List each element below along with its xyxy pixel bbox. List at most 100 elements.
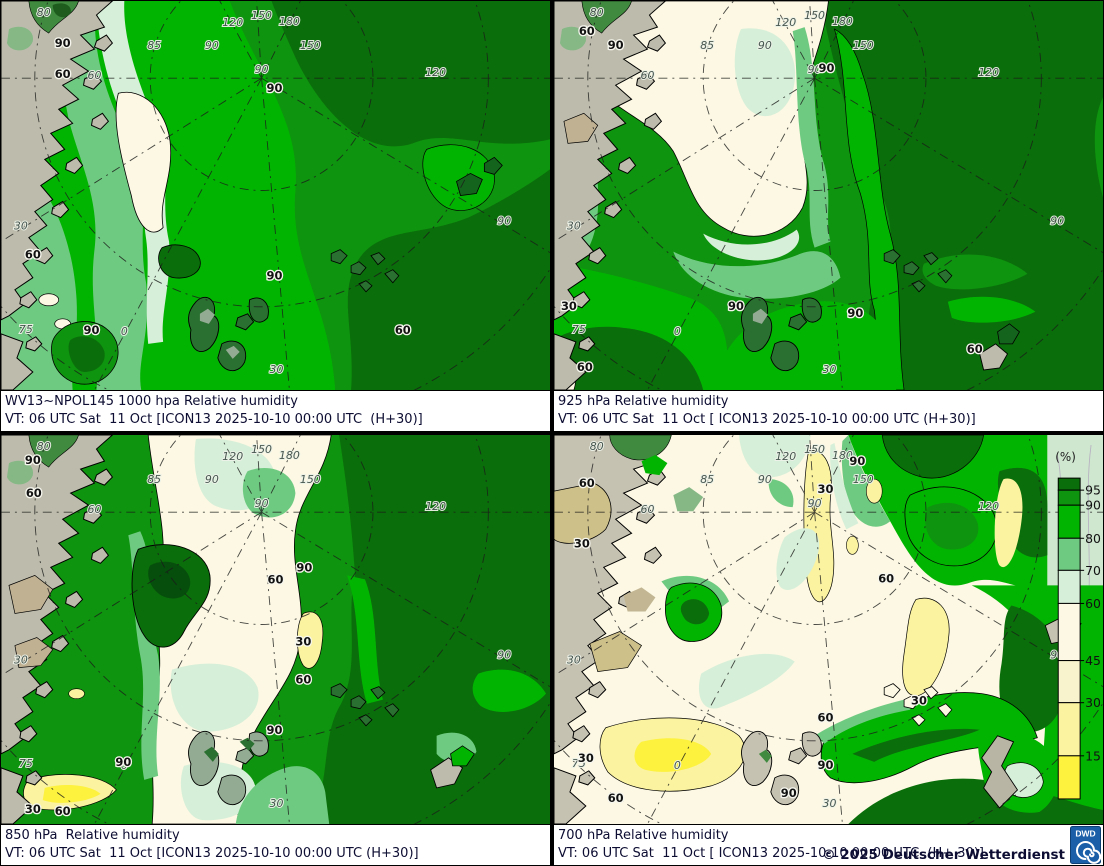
graticule-label: 75 <box>572 757 586 770</box>
graticule-label: 85 <box>147 39 161 52</box>
graticule-label: 60 <box>88 69 102 82</box>
panel-700hpa: 80 85 90 120 150 180 150 60 90 120 90 30 75 0 30 90 30 60… <box>553 434 1104 866</box>
valid-time: VT: 06 UTC Sat 11 Oct [ICON13 2025-10-10… <box>5 412 423 427</box>
graticule-label: 120 <box>978 66 999 79</box>
graticule-label: 90 <box>497 215 511 228</box>
contour-label: 60 <box>26 486 42 500</box>
graticule-label: 0 <box>674 325 681 338</box>
graticule-label: 75 <box>572 323 586 336</box>
graticule-label: 90 <box>497 649 511 662</box>
valid-time: VT: 06 UTC Sat 11 Oct [ICON13 2025-10-10… <box>5 846 419 861</box>
colorbar-segment <box>1057 537 1081 571</box>
contour-label: 90 <box>818 758 834 772</box>
graticule-label: 120 <box>978 500 999 513</box>
graticule-label: 90 <box>255 497 269 510</box>
graticule-label: 60 <box>641 69 655 82</box>
dwd-logo: DWD <box>1070 826 1101 864</box>
graticule-label: 60 <box>641 503 655 516</box>
graticule-label: 0 <box>121 325 128 338</box>
contour-label: 60 <box>55 67 71 81</box>
panel-title: 850 hPa Relative humidity <box>5 828 180 843</box>
dwd-spiral-icon <box>1076 841 1101 864</box>
copyright-text: © 2025 Deutscher Wetterdienst <box>822 847 1065 863</box>
graticule-label: 75 <box>19 323 33 336</box>
contour-label: 60 <box>55 804 71 818</box>
graticule-label: 90 <box>205 473 219 486</box>
contour-label: 30 <box>911 694 927 708</box>
contour-label: 90 <box>728 299 744 313</box>
graticule-label: 90 <box>758 39 772 52</box>
graticule-label: 150 <box>300 473 321 486</box>
colorbar-tick-label: 15 <box>1085 748 1101 763</box>
contour-label: 60 <box>818 711 834 725</box>
graticule-label: 60 <box>88 503 102 516</box>
contour-label: 30 <box>25 802 41 816</box>
contour-label: 90 <box>608 38 624 52</box>
panel-1000hpa: 80 85 90 120 150 180 150 60 90 120 90 30 75 0 30 90 60 90… <box>0 0 551 432</box>
panel-title: WV13~NPOL145 1000 hpa Relative humidity <box>5 394 298 409</box>
graticule-label: 30 <box>823 363 837 376</box>
graticule-label: 150 <box>853 473 874 486</box>
contour-label: 30 <box>561 299 577 313</box>
graticule-label: 120 <box>222 16 243 29</box>
graticule-label: 85 <box>700 39 714 52</box>
contour-label: 90 <box>267 723 283 737</box>
graticule-label: 180 <box>832 15 853 28</box>
caption-925hpa: 925 hPa Relative humidity VT: 06 UTC Sat… <box>554 391 1103 431</box>
contour-label: 60 <box>878 571 894 585</box>
contour-label: 90 <box>847 306 863 320</box>
dwd-logo-text: DWD <box>1075 829 1095 839</box>
contour-label: 90 <box>55 36 71 50</box>
colorbar-segment <box>1057 504 1081 539</box>
contour-label: 30 <box>578 751 594 765</box>
valid-time: VT: 06 UTC Sat 11 Oct [ ICON13 2025-10-1… <box>558 846 984 861</box>
graticule-label: 150 <box>300 39 321 52</box>
graticule-label: 90 <box>808 63 822 76</box>
graticule-label: 150 <box>251 9 272 22</box>
contour-label: 90 <box>819 61 835 75</box>
contour-label: 60 <box>268 572 284 586</box>
colorbar-segment <box>1057 702 1081 757</box>
graticule-label: 120 <box>775 450 796 463</box>
valid-time: VT: 06 UTC Sat 11 Oct [ ICON13 2025-10-1… <box>558 412 976 427</box>
caption-850hpa: 850 hPa Relative humidity VT: 06 UTC Sat… <box>1 825 550 865</box>
colorbar-segment <box>1057 489 1081 506</box>
graticule-label: 150 <box>853 39 874 52</box>
contour-label: 60 <box>579 476 595 490</box>
colorbar-segment <box>1057 569 1081 604</box>
graticule-label: 75 <box>19 757 33 770</box>
contour-label: 90 <box>267 269 283 283</box>
contour-label: 30 <box>818 482 834 496</box>
contour-label: 60 <box>579 24 595 38</box>
colorbar-tick-label: 30 <box>1085 695 1101 710</box>
graticule-label: 30 <box>14 654 28 667</box>
caption-700hpa: 700 hPa Relative humidity VT: 06 UTC Sat… <box>554 825 1103 865</box>
colorbar-tick-label: 45 <box>1085 653 1101 668</box>
colorbar-segment <box>1057 477 1081 491</box>
contour-label: 60 <box>395 323 411 337</box>
graticule-label: 90 <box>1050 215 1064 228</box>
contour-label: 90 <box>84 323 100 337</box>
graticule-label: 80 <box>37 6 51 19</box>
graticule-label: 150 <box>251 443 272 456</box>
graticule-label: 0 <box>674 759 681 772</box>
contour-label: 90 <box>296 560 312 574</box>
graticule-label: 150 <box>804 443 825 456</box>
graticule-label: 85 <box>147 473 161 486</box>
colorbar-tick-label: 80 <box>1085 531 1101 546</box>
panel-850hpa: 80 85 90 120 150 180 150 60 90 120 90 30 75 0 30 90 60 90… <box>0 434 551 866</box>
contour-label: 60 <box>577 360 593 374</box>
graticule-label: 0 <box>121 759 128 772</box>
panel-title: 700 hPa Relative humidity <box>558 828 729 843</box>
graticule-label: 120 <box>775 16 796 29</box>
contour-label: 60 <box>25 248 41 262</box>
graticule-label: 80 <box>590 440 604 453</box>
contour-label: 90 <box>849 454 865 468</box>
graticule-label: 90 <box>205 39 219 52</box>
